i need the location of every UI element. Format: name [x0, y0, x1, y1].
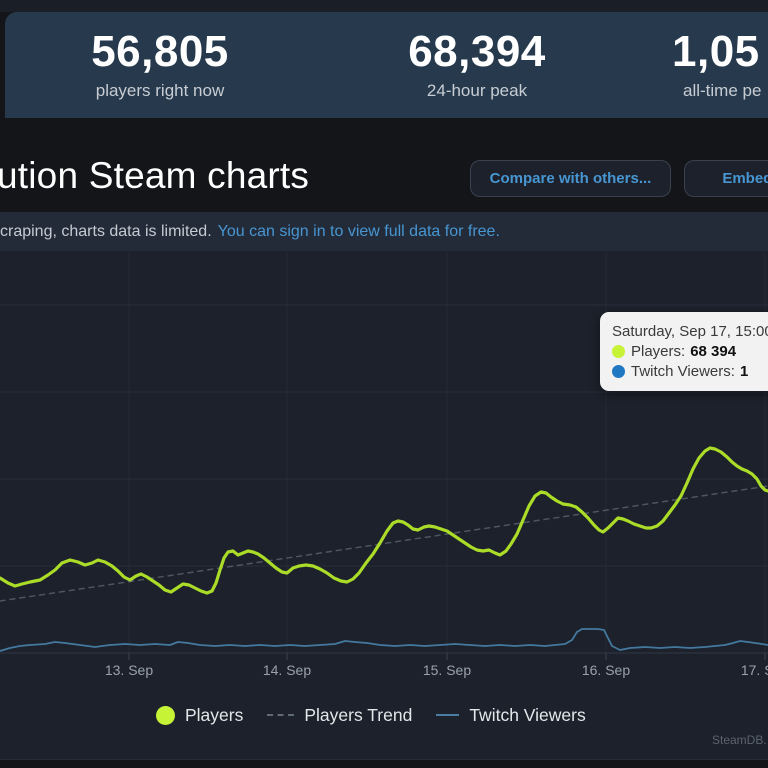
- series-line-players-trend: [0, 485, 768, 602]
- legend-label: Twitch Viewers: [469, 704, 586, 725]
- stat-all-time-peak: 1,05 all-time pe: [672, 26, 768, 101]
- chart-tooltip: Saturday, Sep 17, 15:00 Players: 68 394 …: [600, 312, 768, 391]
- notice-text: craping, charts data is limited.: [0, 222, 212, 240]
- x-axis-label: 14. Sep: [262, 662, 312, 678]
- players-chart-canvas[interactable]: [0, 251, 768, 666]
- tooltip-twitch-label: Twitch Viewers:: [631, 362, 735, 380]
- page-title: ution Steam charts: [0, 155, 310, 196]
- x-axis-label: 17. Sep: [740, 662, 768, 678]
- twitch-line-icon: [436, 714, 460, 716]
- stat-24-hour-peak: 68,394 24-hour peak: [372, 26, 582, 101]
- compare-with-others-button[interactable]: Compare with others...: [470, 160, 671, 197]
- stats-panel: 56,805 players right now 68,394 24-hour …: [5, 12, 768, 118]
- steam-charts-graph[interactable]: 13. Sep 14. Sep 15. Sep 16. Sep 17. Sep Satu…: [0, 251, 768, 760]
- tooltip-twitch-value: 1: [739, 362, 749, 380]
- trend-dash-icon: [267, 714, 295, 716]
- tooltip-players-value: 68 394: [690, 342, 737, 360]
- stat-players-right-now: 56,805 players right now: [55, 26, 265, 101]
- steamdb-watermark: SteamDB.: [712, 733, 767, 747]
- players-dot-icon: [156, 705, 175, 725]
- stat-label: players right now: [95, 81, 225, 100]
- series-line-twitch-viewers: [0, 628, 768, 652]
- tooltip-players-label: Players:: [631, 342, 686, 360]
- limited-data-notice: craping, charts data is limited. You can…: [0, 212, 768, 251]
- x-axis-label: 13. Sep: [104, 662, 154, 678]
- stat-value: 56,805: [91, 27, 229, 76]
- tooltip-twitch-row: Twitch Viewers: 1: [612, 361, 768, 381]
- legend-item-players-trend[interactable]: Players Trend: [267, 705, 412, 726]
- stat-label: all-time pe: [683, 81, 762, 100]
- legend-item-players[interactable]: Players: [156, 705, 243, 726]
- chart-legend: Players Players Trend Twitch Viewers: [156, 702, 586, 728]
- series-line-players: [0, 446, 768, 595]
- stat-value: 68,394: [408, 27, 546, 76]
- stat-value: 1,05: [672, 27, 760, 76]
- x-axis-label: 16. Sep: [581, 662, 631, 678]
- x-axis-label: 15. Sep: [422, 662, 472, 678]
- players-dot-icon: [612, 344, 625, 358]
- legend-label: Players Trend: [304, 704, 413, 725]
- tooltip-players-row: Players: 68 394: [612, 341, 768, 361]
- twitch-dot-icon: [612, 364, 625, 378]
- page-top-strip: [0, 0, 768, 12]
- sign-in-link[interactable]: You can sign in to view full data for fr…: [217, 222, 500, 240]
- legend-item-twitch-viewers[interactable]: Twitch Viewers: [436, 704, 586, 726]
- embed-chart-button[interactable]: Embed this...: [684, 160, 768, 197]
- legend-label: Players: [185, 704, 244, 725]
- tooltip-date: Saturday, Sep 17, 15:00: [612, 322, 768, 340]
- stat-label: 24-hour peak: [426, 81, 528, 100]
